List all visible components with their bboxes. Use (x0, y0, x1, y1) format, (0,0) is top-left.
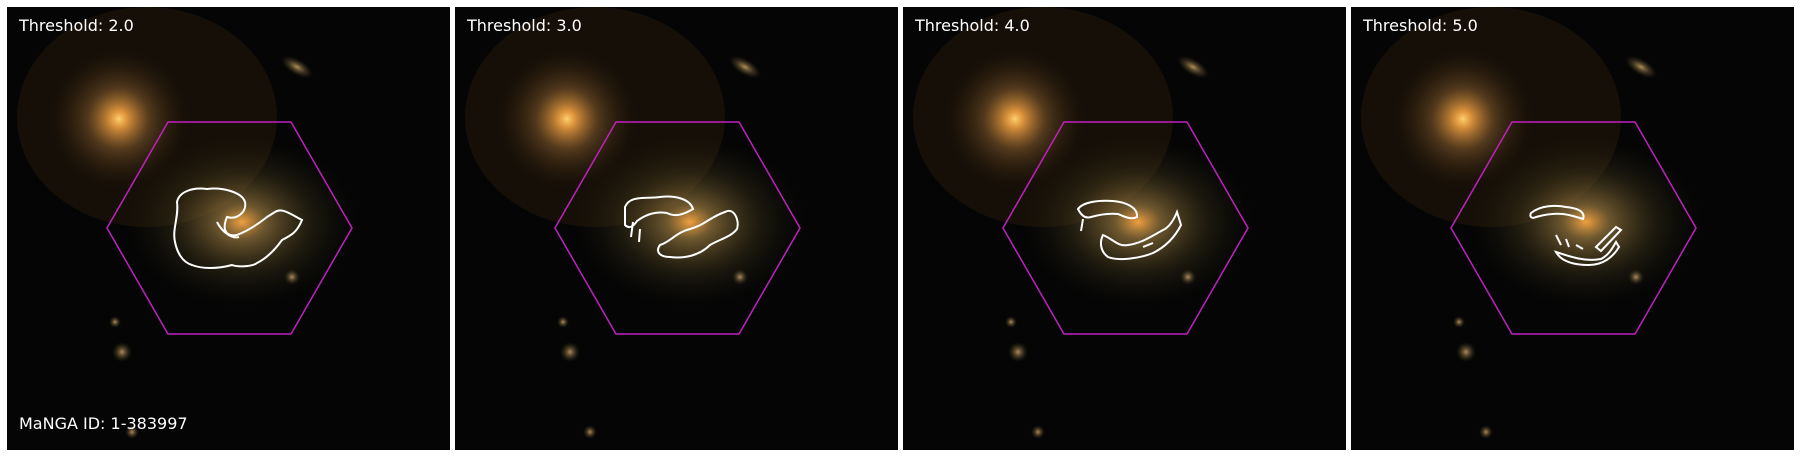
star (1180, 269, 1196, 285)
contour-line (1529, 204, 1585, 221)
galaxy-image (1351, 7, 1794, 450)
star (1008, 342, 1028, 362)
bright-galaxy (49, 49, 189, 189)
target-galaxy (127, 137, 357, 307)
star (1005, 316, 1017, 328)
contour-line (657, 209, 739, 259)
target-galaxy (1023, 137, 1253, 307)
target-galaxy (1471, 137, 1701, 307)
contour-line (1553, 240, 1621, 267)
contour-line (216, 221, 240, 239)
contour-line (1076, 199, 1139, 220)
bright-galaxy (1393, 49, 1533, 189)
manga-id-label: MaNGA ID: 1-383997 (19, 414, 188, 433)
contour-line (624, 195, 695, 229)
target-galaxy (575, 137, 805, 307)
contour-line (1080, 218, 1084, 232)
contour-line (1142, 242, 1154, 248)
threshold-label: Threshold: 4.0 (915, 16, 1030, 35)
contour-line (1099, 209, 1183, 261)
star (125, 425, 139, 439)
panel-threshold-3: Threshold: 3.0 (455, 7, 898, 450)
ifu-hexagon (106, 121, 353, 335)
panel-threshold-4: Threshold: 4.0 (903, 7, 1346, 450)
small-galaxy (728, 55, 762, 79)
small-galaxy (280, 55, 314, 79)
galaxy-image (455, 7, 898, 450)
star (560, 342, 580, 362)
star (1628, 269, 1644, 285)
bright-galaxy (497, 49, 637, 189)
star (1453, 316, 1465, 328)
threshold-label: Threshold: 5.0 (1363, 16, 1478, 35)
galaxy-image (903, 7, 1346, 450)
contour-line (1575, 244, 1584, 250)
ifu-hexagon (1002, 121, 1249, 335)
threshold-label: Threshold: 3.0 (467, 16, 582, 35)
ifu-hexagon (1450, 121, 1697, 335)
star (284, 269, 300, 285)
star (1031, 425, 1045, 439)
panel-threshold-2: Threshold: 2.0 MaNGA ID: 1-383997 (7, 7, 450, 450)
contour-line (173, 187, 304, 269)
contour-line (1555, 234, 1570, 248)
star (732, 269, 748, 285)
contour-line (1594, 225, 1623, 253)
small-galaxy (1624, 55, 1658, 79)
star (109, 316, 121, 328)
ifu-hexagon (554, 121, 801, 335)
star (557, 316, 569, 328)
contour-line (630, 221, 641, 243)
small-galaxy (1176, 55, 1210, 79)
panel-threshold-5: Threshold: 5.0 (1351, 7, 1794, 450)
galaxy-image (7, 7, 450, 450)
bright-galaxy (945, 49, 1085, 189)
star (583, 425, 597, 439)
star (1479, 425, 1493, 439)
threshold-label: Threshold: 2.0 (19, 16, 134, 35)
star (1456, 342, 1476, 362)
star (112, 342, 132, 362)
